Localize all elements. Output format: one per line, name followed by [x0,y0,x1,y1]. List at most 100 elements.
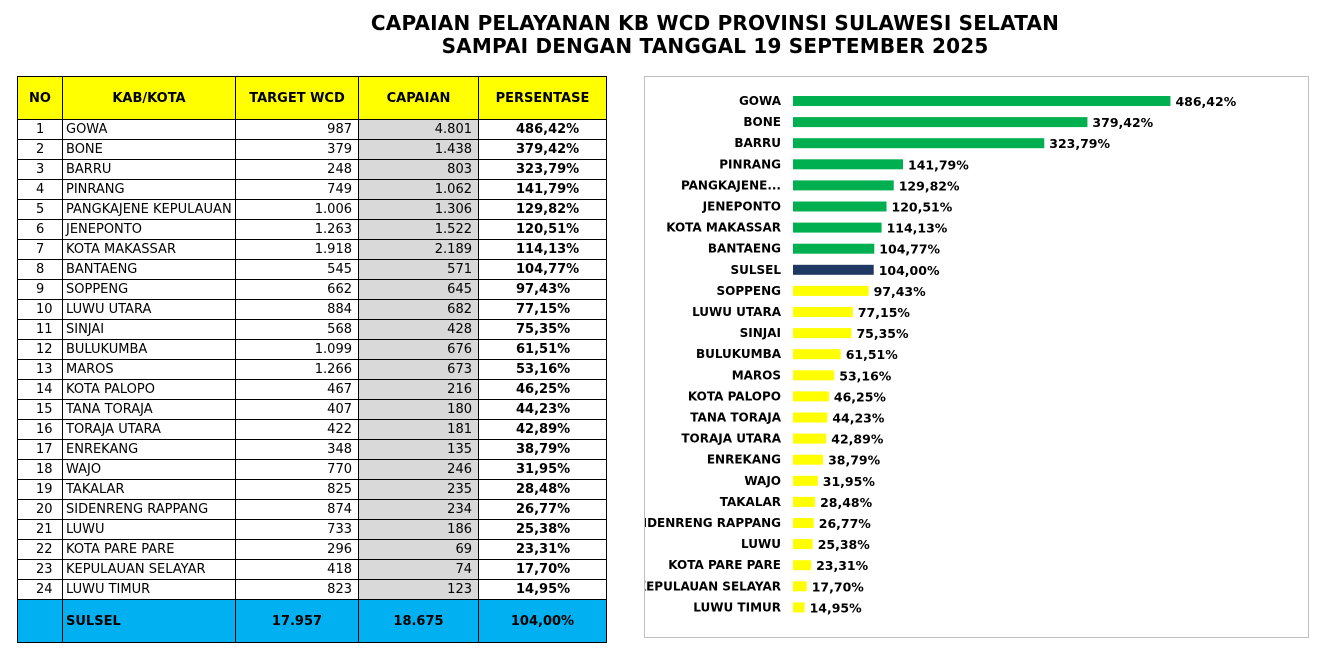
row-no: 12 [17,339,63,360]
category-label: KOTA PARE PARE [668,558,781,572]
row-no: 19 [17,479,63,500]
row-target: 825 [235,479,359,500]
data-label: 61,51% [846,347,899,362]
row-capaian: 135 [358,439,479,460]
row-name: BARRU [62,159,236,180]
row-no: 6 [17,219,63,240]
row-no: 23 [17,559,63,580]
row-capaian: 1.522 [358,219,479,240]
row-no: 10 [17,299,63,320]
category-label: SIDENRENG RAPPANG [645,516,781,530]
row-persentase: 75,35% [478,319,607,340]
bar [793,454,824,465]
row-name: LUWU UTARA [62,299,236,320]
data-label: 23,31% [816,558,869,573]
table-row: 19 TAKALAR 825 235 28,48% [17,479,607,500]
row-name: WAJO [62,459,236,480]
page-subtitle: SAMPAI DENGAN TANGGAL 19 SEPTEMBER 2025 [441,34,989,58]
row-name: JENEPONTO [62,219,236,240]
data-label: 42,89% [831,432,884,447]
row-no: 8 [17,259,63,280]
row-persentase: 26,77% [478,499,607,520]
category-label: JENEPONTO [702,200,781,214]
bar [793,180,894,191]
row-capaian: 74 [358,559,479,580]
table-row: 23 KEPULAUAN SELAYAR 418 74 17,70% [17,559,607,580]
bar [793,159,904,170]
bar [793,412,828,423]
row-name: LUWU [62,519,236,540]
data-label: 120,51% [892,200,953,215]
row-target: 407 [235,399,359,420]
row-target: 379 [235,139,359,160]
row-no: 5 [17,199,63,220]
row-name: TORAJA UTARA [62,419,236,440]
bar [793,201,887,212]
row-capaian: 682 [358,299,479,320]
bar [793,370,835,381]
row-name: SINJAI [62,319,236,340]
data-label: 97,43% [874,284,927,299]
data-label: 486,42% [1175,94,1236,109]
row-persentase: 114,13% [478,239,607,260]
bar [793,96,1171,106]
bar [793,602,805,613]
data-label: 75,35% [856,326,909,341]
row-no: 3 [17,159,63,180]
table-row: 17 ENREKANG 348 135 38,79% [17,439,607,460]
table-row: 14 KOTA PALOPO 467 216 46,25% [17,379,607,400]
data-label: 141,79% [908,157,969,172]
header-no: NO [17,76,63,120]
row-target: 1.263 [235,219,359,240]
bar [793,222,882,233]
table-row: 13 MAROS 1.266 673 53,16% [17,359,607,380]
row-capaian: 180 [358,399,479,420]
bar [793,581,807,592]
row-target: 874 [235,499,359,520]
bar [793,560,812,571]
row-capaian: 645 [358,279,479,300]
row-no: 1 [17,119,63,140]
row-capaian: 1.438 [358,139,479,160]
category-label: PANGKAJENE... [681,178,781,192]
row-no: 24 [17,579,63,600]
row-persentase: 97,43% [478,279,607,300]
row-target: 467 [235,379,359,400]
row-target: 296 [235,539,359,560]
row-name: KOTA PARE PARE [62,539,236,560]
bar [793,433,827,444]
category-label: LUWU UTARA [692,305,782,319]
table-row: 4 PINRANG 749 1.062 141,79% [17,179,607,200]
row-no: 22 [17,539,63,560]
row-target: 248 [235,159,359,180]
category-label: BANTAENG [708,242,781,256]
row-name: LUWU TIMUR [62,579,236,600]
row-name: PINRANG [62,179,236,200]
category-label: BARRU [734,136,781,150]
row-name: BULUKUMBA [62,339,236,360]
row-no: 21 [17,519,63,540]
table-row: 20 SIDENRENG RAPPANG 874 234 26,77% [17,499,607,520]
row-capaian: 571 [358,259,479,280]
data-label: 379,42% [1092,115,1153,130]
category-label: SINJAI [740,326,781,340]
row-capaian: 803 [358,159,479,180]
row-persentase: 46,25% [478,379,607,400]
row-persentase: 14,95% [478,579,607,600]
row-capaian: 235 [358,479,479,500]
row-capaian: 428 [358,319,479,340]
category-label: KOTA MAKASSAR [666,221,781,235]
category-label: LUWU [741,537,781,551]
bar [793,539,813,550]
table-row: 2 BONE 379 1.438 379,42% [17,139,607,160]
total-persentase: 104,00% [478,599,607,643]
row-persentase: 323,79% [478,159,607,180]
row-capaian: 69 [358,539,479,560]
row-no: 15 [17,399,63,420]
row-no: 18 [17,459,63,480]
row-name: KOTA PALOPO [62,379,236,400]
row-no: 11 [17,319,63,340]
total-target: 17.957 [235,599,359,643]
category-label: GOWA [739,94,782,108]
category-label: PINRANG [719,157,781,171]
